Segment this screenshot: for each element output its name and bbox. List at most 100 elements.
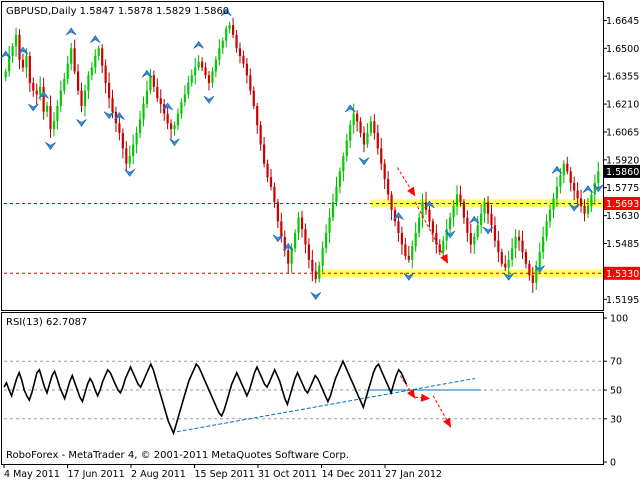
price-axis-label: 1.5630	[606, 211, 639, 222]
price-axis-label: 1.6210	[606, 100, 639, 111]
fractal-down-arrow-icon	[593, 184, 604, 193]
candle-body	[142, 104, 145, 120]
candle	[52, 112, 56, 137]
fractal-down-arrow-icon	[534, 265, 545, 274]
candle-body	[400, 232, 404, 245]
candle-body	[562, 163, 565, 176]
candle-body	[149, 75, 152, 91]
candle-body	[63, 79, 66, 91]
candle-body	[269, 177, 273, 187]
candle	[511, 238, 514, 267]
fractal-up-arrow-icon	[282, 242, 294, 251]
candle-body	[559, 175, 562, 187]
candle	[359, 117, 362, 138]
candle-body	[18, 34, 21, 60]
rsi-trendline-1	[176, 377, 475, 433]
candle-body	[452, 206, 455, 218]
candle	[59, 80, 62, 113]
candle-body	[194, 67, 197, 76]
candle	[187, 75, 190, 99]
candle-body	[94, 56, 97, 68]
candle-body	[32, 82, 35, 91]
candle-body	[442, 240, 445, 253]
candle	[228, 21, 231, 34]
forecast-arrowhead-icon	[407, 186, 416, 197]
candle-body	[469, 232, 472, 245]
candle	[225, 25, 228, 48]
candle-body	[476, 225, 479, 237]
candle	[294, 229, 297, 253]
candle	[304, 223, 307, 254]
candle-body	[280, 221, 283, 237]
rsi-forecast-arrow-2	[415, 393, 431, 402]
candle-body	[318, 265, 321, 280]
candle-body	[221, 40, 224, 49]
candle-body	[314, 271, 317, 280]
candle	[235, 30, 238, 53]
fractal-up-arrow-icon	[162, 102, 173, 111]
candle-body	[521, 240, 524, 253]
candle	[486, 195, 490, 224]
candle-body	[366, 132, 369, 145]
price-axis-label: 1.6500	[606, 44, 639, 55]
price-axis-label: 1.5775	[606, 183, 639, 194]
candle	[8, 46, 11, 77]
candle	[283, 230, 286, 257]
candle	[11, 43, 14, 64]
candle-body	[445, 229, 448, 241]
symbol-header: GBPUSD,Daily 1.5847 1.5878 1.5829 1.5860	[6, 6, 229, 17]
candle-body	[538, 252, 541, 268]
candle-body	[407, 256, 410, 260]
candle-body	[311, 259, 314, 272]
price-panel-frame	[1, 1, 604, 311]
candle	[445, 219, 448, 250]
candle-body	[328, 217, 331, 233]
candle	[318, 261, 321, 283]
candle	[573, 176, 576, 201]
axis-layer: 1.6645 1.6500 1.6355 1.6210 1.6065 1.5920 1.57…	[3, 16, 640, 480]
candle	[397, 214, 400, 242]
candle-body	[335, 186, 338, 203]
rsi-forecast-arrow-3	[432, 395, 452, 428]
candle	[176, 108, 180, 130]
candle	[42, 77, 45, 120]
candle-body	[462, 202, 466, 218]
candle-body	[307, 244, 310, 260]
forecast-arrow-line	[414, 201, 449, 264]
candle-body	[97, 48, 100, 56]
candle-body	[566, 163, 569, 172]
fractal-up-arrow-icon	[220, 8, 232, 16]
candle	[566, 156, 569, 175]
candle-body	[483, 202, 486, 214]
candle	[256, 102, 259, 134]
candle-body	[276, 202, 279, 222]
candle-body	[586, 206, 590, 214]
candle-body	[290, 248, 293, 264]
candle	[418, 212, 421, 238]
candle-body	[35, 90, 38, 95]
time-axis-label: 4 May 2011	[4, 469, 60, 480]
candle-body	[480, 213, 483, 226]
rsi-line	[3, 359, 408, 436]
candle-body	[383, 163, 386, 180]
fractal-down-arrow-icon	[103, 111, 115, 120]
fractal-up-arrow-icon	[582, 185, 594, 193]
candle	[14, 27, 18, 57]
candle-body	[14, 34, 18, 47]
candle-body	[576, 190, 579, 199]
candle	[349, 120, 352, 148]
candle-body	[207, 75, 211, 83]
candle-body	[504, 263, 507, 268]
candle-body	[486, 202, 490, 214]
candle	[90, 62, 93, 81]
candle-body	[121, 132, 124, 149]
price-label-box	[604, 197, 640, 210]
fractal-down-arrow-icon	[310, 292, 322, 300]
candle-body	[39, 86, 42, 95]
candle-body	[111, 98, 114, 112]
candle	[387, 171, 390, 201]
candle-body	[76, 71, 80, 91]
candle-body	[180, 102, 183, 114]
candle	[104, 59, 107, 94]
candle-body	[404, 244, 407, 256]
